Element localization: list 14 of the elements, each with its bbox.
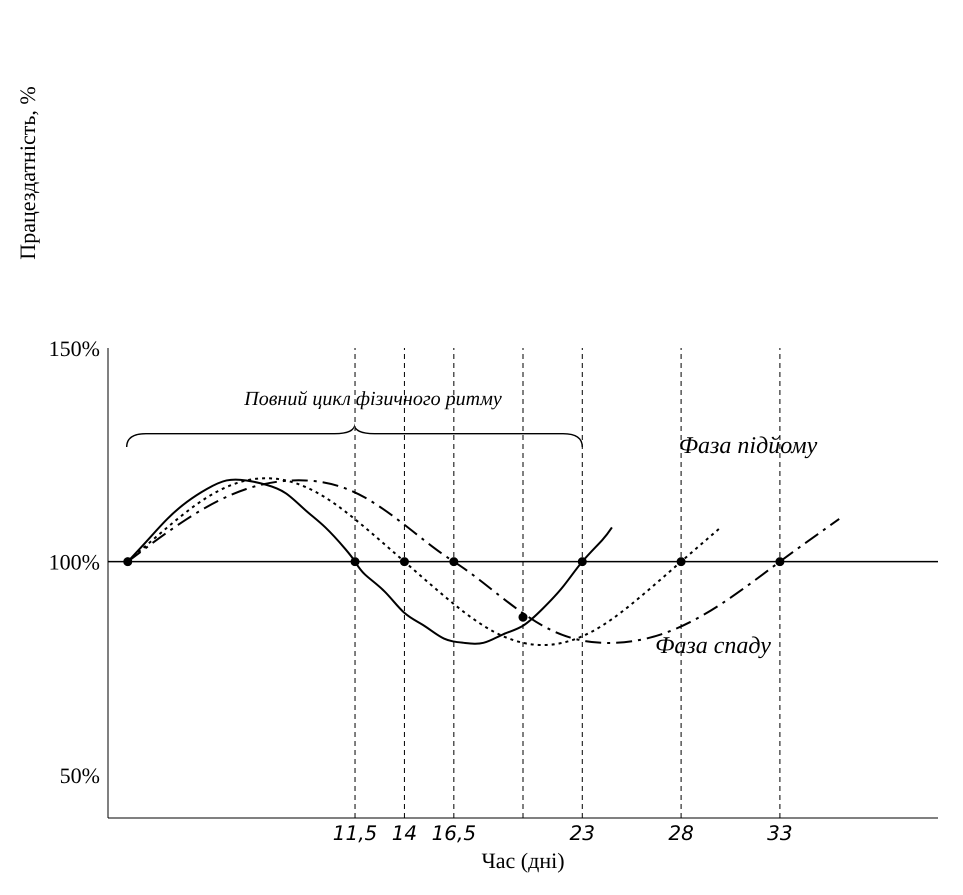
annotation: Повний цикл фізичного ритму xyxy=(243,388,502,410)
x-tick-label: 14 xyxy=(392,821,418,846)
x-axis-title: Час (дні) xyxy=(480,848,566,874)
y-tick-label: 100% xyxy=(48,549,100,574)
x-tick-label: 16,5 xyxy=(432,821,476,846)
y-axis-title: Працездатність, % xyxy=(15,86,41,260)
y-tick-label: 50% xyxy=(60,763,100,788)
x-tick-label: 28 xyxy=(668,821,694,846)
x-tick-label: 23 xyxy=(570,821,596,846)
annotation: Фаза спаду xyxy=(655,633,772,659)
x-tick-label: 11,5 xyxy=(332,821,378,846)
y-tick-label: 150% xyxy=(48,336,100,361)
annotation: Фаза підйому xyxy=(678,433,818,459)
x-tick-label: 33 xyxy=(767,821,793,846)
